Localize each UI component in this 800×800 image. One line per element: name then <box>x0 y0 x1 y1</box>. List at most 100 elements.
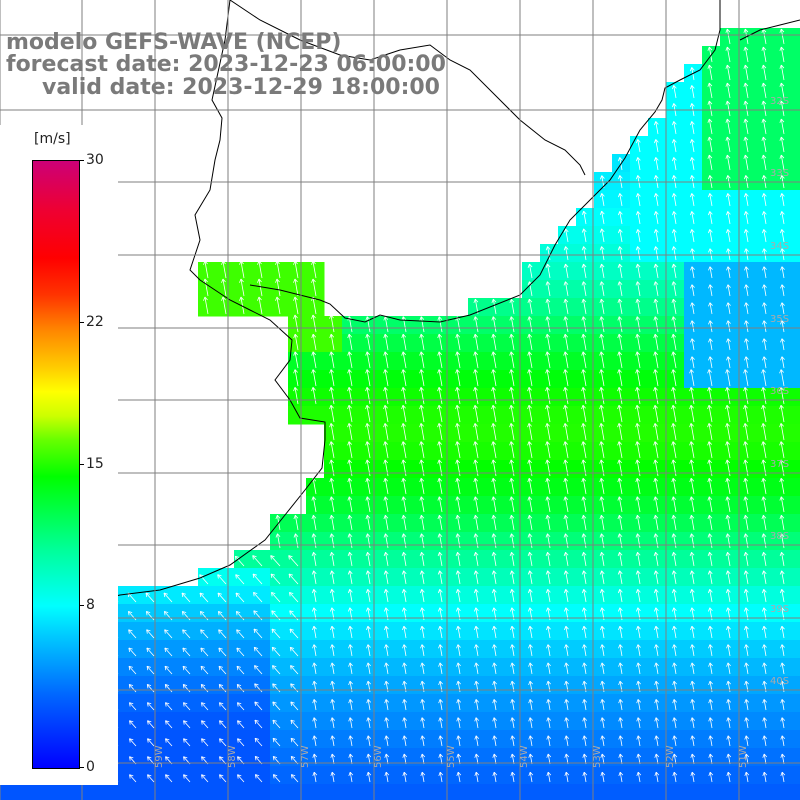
wind-cell <box>540 712 559 731</box>
wind-cell <box>288 334 307 353</box>
wind-cell <box>558 352 577 371</box>
wind-arrow <box>780 771 786 783</box>
wind-arrow <box>455 570 461 585</box>
wind-arrow <box>707 387 713 405</box>
wind-cell <box>666 604 685 623</box>
wind-cell <box>594 460 613 479</box>
wind-arrow <box>726 356 731 369</box>
wind-cell <box>378 460 397 479</box>
wind-cell <box>522 262 541 281</box>
wind-cell <box>720 370 739 389</box>
wind-arrow <box>329 423 335 441</box>
wind-cell <box>396 748 415 767</box>
wind-cell <box>738 478 757 497</box>
wind-arrow <box>201 720 209 729</box>
wind-arrow <box>744 302 749 315</box>
wind-cell <box>684 496 703 515</box>
wind-arrow <box>671 496 677 513</box>
wind-arrow <box>779 514 785 531</box>
wind-cell <box>306 316 325 335</box>
wind-cell <box>432 514 451 533</box>
wind-cell <box>612 514 631 533</box>
wind-cell <box>558 676 577 695</box>
wind-arrow <box>725 533 731 549</box>
wind-cell <box>648 172 667 191</box>
wind-arrow <box>563 514 569 531</box>
wind-cell <box>360 514 379 533</box>
wind-cell <box>504 532 523 551</box>
wind-cell <box>288 370 307 389</box>
wind-cell <box>468 622 487 641</box>
wind-arrow <box>581 570 587 585</box>
wind-cell <box>720 118 739 137</box>
wind-arrow <box>581 246 587 261</box>
wind-cell <box>702 766 721 785</box>
wind-arrow <box>725 478 731 495</box>
wind-arrow <box>689 211 695 225</box>
wind-arrow <box>671 193 677 207</box>
wind-cell <box>288 262 307 281</box>
wind-cell <box>792 532 800 551</box>
wind-arrow <box>366 644 371 657</box>
lon-label: 55W <box>446 745 457 768</box>
wind-cell <box>792 244 800 263</box>
wind-cell <box>666 100 685 119</box>
wind-arrow <box>779 589 785 603</box>
wind-arrow <box>599 533 605 549</box>
wind-arrow <box>617 387 623 405</box>
wind-cell <box>702 370 721 389</box>
wind-arrow <box>183 738 191 747</box>
wind-cell <box>324 658 343 677</box>
wind-arrow <box>707 154 713 171</box>
wind-cell <box>684 244 703 263</box>
wind-cell <box>270 622 289 641</box>
wind-arrow <box>289 628 299 639</box>
wind-cell <box>648 190 667 209</box>
wind-cell <box>792 334 800 353</box>
wind-cell <box>558 568 577 587</box>
wind-arrow <box>455 514 461 531</box>
wind-arrow <box>419 351 425 369</box>
wind-arrow <box>635 570 641 585</box>
wind-arrow <box>581 263 587 279</box>
wind-cell <box>396 334 415 353</box>
wind-cell <box>288 712 307 731</box>
wind-arrow <box>253 646 263 657</box>
wind-arrow <box>545 281 551 297</box>
wind-cell <box>342 748 361 767</box>
wind-cell <box>720 496 739 515</box>
wind-cell <box>738 442 757 461</box>
wind-cell <box>126 748 145 767</box>
wind-cell <box>540 730 559 749</box>
wind-arrow <box>708 302 713 315</box>
wind-cell <box>792 190 800 209</box>
wind-cell <box>630 226 649 245</box>
wind-arrow <box>762 266 767 279</box>
wind-arrow <box>420 753 426 765</box>
wind-arrow <box>127 574 137 585</box>
wind-arrow <box>780 266 785 279</box>
wind-arrow <box>725 46 731 63</box>
wind-cell <box>180 748 199 767</box>
wind-cell <box>360 604 379 623</box>
wind-cell <box>648 784 667 800</box>
wind-cell <box>630 640 649 659</box>
wind-arrow <box>708 338 713 351</box>
wind-arrow <box>509 533 515 549</box>
wind-cell <box>396 604 415 623</box>
wind-cell <box>414 496 433 515</box>
wind-cell <box>558 784 577 800</box>
wind-arrow <box>564 753 570 765</box>
wind-arrow <box>780 284 785 297</box>
wind-arrow <box>129 720 137 729</box>
wind-arrow <box>129 738 137 747</box>
wind-cell <box>342 460 361 479</box>
wind-cell <box>324 640 343 659</box>
wind-arrow <box>743 211 749 225</box>
wind-cell <box>630 352 649 371</box>
wind-arrow <box>762 356 767 369</box>
wind-arrow <box>183 720 191 729</box>
wind-arrow <box>671 387 677 405</box>
wind-arrow <box>419 551 425 567</box>
wind-cell <box>450 694 469 713</box>
